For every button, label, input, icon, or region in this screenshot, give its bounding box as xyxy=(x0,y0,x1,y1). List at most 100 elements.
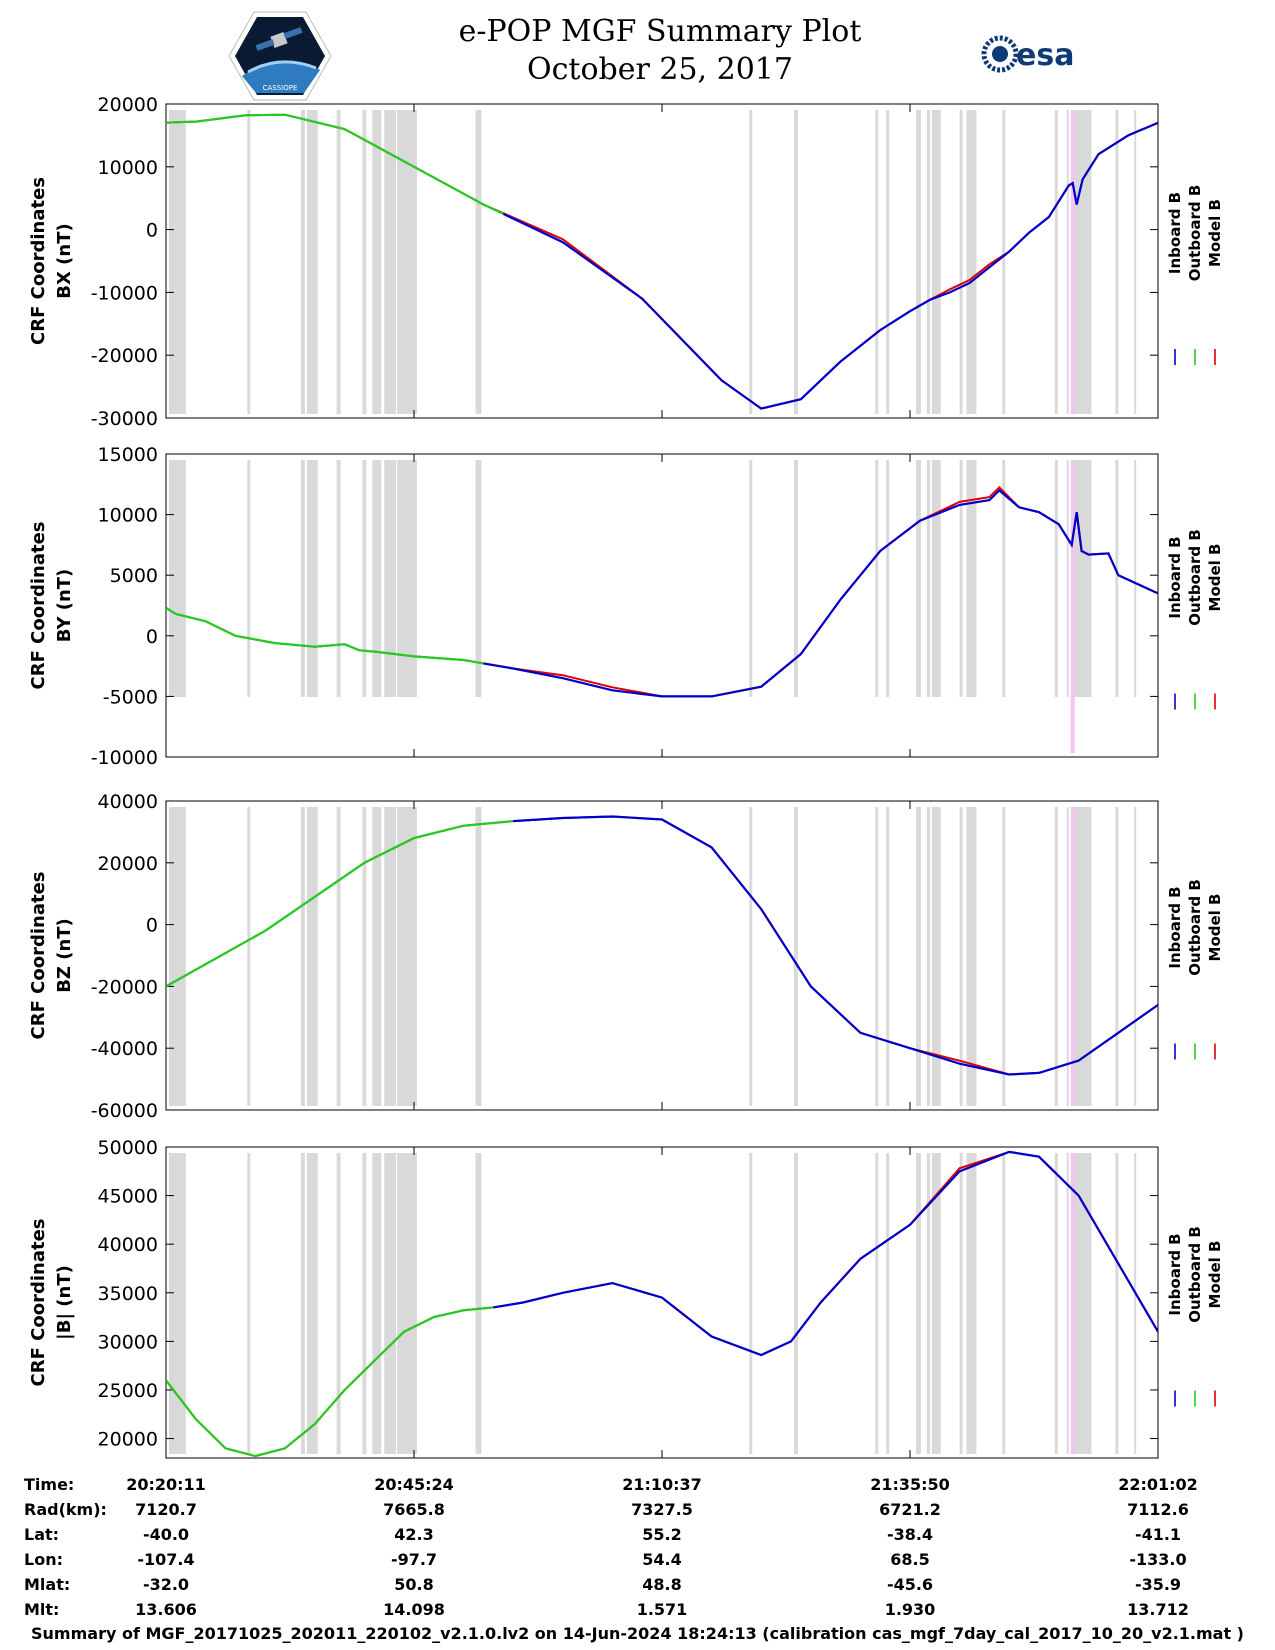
data-gap-band xyxy=(306,807,318,1106)
data-gap-band xyxy=(959,807,963,1106)
data-gap-band xyxy=(966,807,977,1106)
legend: Inboard B Outboard B Model B xyxy=(1166,185,1224,365)
y-tick-label: -20000 xyxy=(91,976,158,998)
legend-outboard-label: Outboard B xyxy=(1186,1226,1204,1323)
data-gap-band xyxy=(384,807,397,1106)
data-gap-band xyxy=(886,807,890,1106)
data-gap-band xyxy=(336,1153,341,1454)
orbit-value: -38.4 xyxy=(886,1525,934,1544)
data-gap-band xyxy=(1073,460,1092,697)
y-axis-label-units: BZ (nT) xyxy=(54,918,75,993)
data-gap-band xyxy=(875,110,879,414)
title-line2: October 25, 2017 xyxy=(527,52,793,87)
data-gap-band xyxy=(926,807,930,1106)
event-marker xyxy=(1070,1153,1075,1454)
legend-outboard-label: Outboard B xyxy=(1186,529,1204,626)
legend-inboard-label: Inboard B xyxy=(1166,536,1184,618)
data-gap-band xyxy=(1002,807,1006,1106)
y-tick-label: -20000 xyxy=(91,345,158,367)
data-gap-band xyxy=(1054,807,1058,1106)
chart-panel-3: 40000 20000 0 -20000 -40000 -60000 CRF Coordin… xyxy=(28,791,1224,1122)
data-gap-band xyxy=(931,807,941,1106)
orbit-row-label: Lon: xyxy=(24,1550,63,1569)
y-tick-label: -40000 xyxy=(91,1038,158,1060)
data-gap-band xyxy=(1066,110,1069,414)
data-gap-band xyxy=(300,807,305,1106)
y-tick-label: 25000 xyxy=(98,1380,158,1402)
legend-model-label: Model B xyxy=(1206,894,1224,962)
data-gap-band xyxy=(1115,807,1119,1106)
orbit-value: -107.4 xyxy=(137,1550,195,1569)
inboard-b-series xyxy=(513,815,1158,1076)
data-gap-band xyxy=(306,460,318,697)
legend: Inboard B Outboard B Model B xyxy=(1166,529,1224,710)
orbit-value: 42.3 xyxy=(394,1525,434,1544)
data-gap-band xyxy=(966,460,977,697)
data-gap-band xyxy=(475,807,482,1106)
data-gap-bands xyxy=(168,110,1137,414)
data-gap-band xyxy=(247,807,251,1106)
esa-logo-text: esa xyxy=(1016,38,1074,73)
orbit-value: 55.2 xyxy=(642,1525,682,1544)
chart-panel-2: 15000 10000 5000 0 -5000 -10000 CRF Coordinate… xyxy=(28,444,1224,769)
data-gap-band xyxy=(475,1153,482,1454)
orbit-row-label: Mlt: xyxy=(24,1600,60,1619)
data-gap-band xyxy=(1134,460,1137,697)
orbit-value: -32.0 xyxy=(142,1575,190,1594)
data-gap-band xyxy=(1002,110,1006,414)
y-tick-label: 20000 xyxy=(98,1429,158,1451)
orbit-value: -133.0 xyxy=(1129,1550,1187,1569)
legend-inboard-label: Inboard B xyxy=(1166,192,1184,274)
y-tick-label: 50000 xyxy=(98,1137,158,1159)
y-tick-label: 10000 xyxy=(98,505,158,527)
inboard-b-series xyxy=(502,121,1158,410)
title-line1: e-POP MGF Summary Plot xyxy=(458,14,862,49)
y-tick-label: 40000 xyxy=(98,791,158,813)
data-gap-band xyxy=(372,1153,382,1454)
legend-model-label: Model B xyxy=(1206,199,1224,267)
y-tick-label: 0 xyxy=(146,626,158,648)
y-tick-label: 35000 xyxy=(98,1283,158,1305)
orbit-value: 13.606 xyxy=(135,1600,197,1619)
data-gap-band xyxy=(300,1153,305,1454)
data-gap-band xyxy=(1073,110,1092,414)
legend-outboard-label: Outboard B xyxy=(1186,879,1204,976)
y-tick-label: 10000 xyxy=(98,157,158,179)
data-gap-band xyxy=(915,1153,921,1454)
data-gap-band xyxy=(336,110,341,414)
y-axis-label-units: BY (nT) xyxy=(54,569,75,643)
chart-panel-4: 50000 45000 40000 35000 30000 25000 20000 CRF C… xyxy=(28,1137,1224,1459)
y-axis-label: CRF Coordinates xyxy=(28,872,49,1040)
data-gap-band xyxy=(372,110,382,414)
y-tick-label: 40000 xyxy=(98,1234,158,1256)
data-gap-band xyxy=(875,1153,879,1454)
data-gap-band xyxy=(926,110,930,414)
data-gap-band xyxy=(886,1153,890,1454)
orbit-value: 48.8 xyxy=(642,1575,682,1594)
orbit-value: 20:45:24 xyxy=(374,1475,454,1494)
legend-outboard-label: Outboard B xyxy=(1186,185,1204,282)
data-gap-band xyxy=(306,1153,318,1454)
data-gap-band xyxy=(1073,807,1092,1106)
data-gap-band xyxy=(300,460,305,697)
data-gap-band xyxy=(915,110,921,414)
outboard-b-series xyxy=(166,606,484,665)
data-gap-band xyxy=(931,460,941,697)
y-tick-label: 30000 xyxy=(98,1331,158,1353)
y-tick-label: 20000 xyxy=(98,853,158,875)
y-axis-label: CRF Coordinates xyxy=(28,1219,49,1387)
data-gap-band xyxy=(168,460,186,697)
outboard-b-series xyxy=(166,1306,494,1458)
orbit-value: 6721.2 xyxy=(879,1500,941,1519)
data-gap-band xyxy=(397,110,417,414)
data-gap-band xyxy=(247,1153,251,1454)
y-axis-label-units: |B| (nT) xyxy=(54,1265,75,1340)
data-gap-band xyxy=(384,110,397,414)
data-gap-band xyxy=(1002,460,1006,697)
y-tick-label: -10000 xyxy=(91,747,158,769)
legend: Inboard B Outboard B Model B xyxy=(1166,879,1224,1060)
orbit-value: -97.7 xyxy=(390,1550,438,1569)
data-gap-band xyxy=(793,807,798,1106)
cassiope-logo: CASSIOPE xyxy=(228,10,332,102)
orbit-row-label: Lat: xyxy=(24,1525,60,1544)
